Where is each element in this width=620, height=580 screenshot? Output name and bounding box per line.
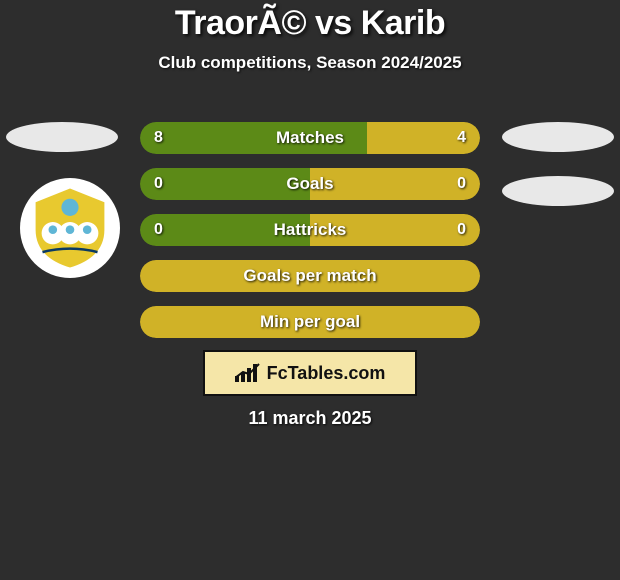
brand-box[interactable]: FcTables.com — [203, 350, 417, 396]
bar-label: Goals — [140, 168, 480, 200]
player-right-avatar — [502, 122, 614, 152]
page-title: TraorÃ© vs Karib — [0, 4, 620, 43]
bar-mpg: Min per goal — [140, 306, 480, 338]
bar-label: Matches — [140, 122, 480, 154]
bar-right-value: 4 — [443, 122, 480, 154]
date-label: 11 march 2025 — [0, 408, 620, 429]
bar-left-value: 0 — [140, 168, 177, 200]
club-crest-icon — [27, 185, 113, 271]
brand-text: FcTables.com — [267, 363, 386, 384]
bar-hattricks: Hattricks0 0 — [140, 214, 480, 246]
bar-right-value: 0 — [443, 214, 480, 246]
bar-right-value: 0 — [443, 168, 480, 200]
bar-goals: Goals0 0 — [140, 168, 480, 200]
bar-left-value: 0 — [140, 214, 177, 246]
player-left-avatar — [6, 122, 118, 152]
comparison-bars: Matches84Goals00Hattricks00Goals per mat… — [140, 122, 480, 352]
subtitle: Club competitions, Season 2024/2025 — [0, 53, 620, 73]
bar-left-value: 8 — [140, 122, 177, 154]
club-badge-left — [20, 178, 120, 278]
bars-chart-icon — [235, 362, 261, 384]
bar-label: Min per goal — [140, 306, 480, 338]
bar-matches: Matches8 4 — [140, 122, 480, 154]
bar-label: Goals per match — [140, 260, 480, 292]
bar-gpm: Goals per match — [140, 260, 480, 292]
bar-label: Hattricks — [140, 214, 480, 246]
player-right-club — [502, 176, 614, 206]
widget: TraorÃ© vs Karib Club competitions, Seas… — [0, 0, 620, 580]
